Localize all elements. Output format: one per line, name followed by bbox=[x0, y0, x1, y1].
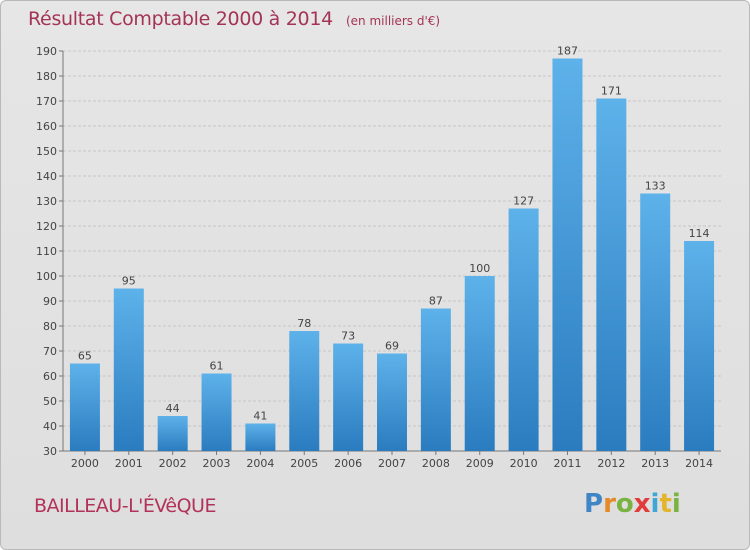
bar-value-label: 73 bbox=[341, 330, 355, 343]
y-tick-label: 80 bbox=[43, 320, 57, 333]
bar bbox=[113, 288, 144, 451]
y-tick-label: 60 bbox=[43, 370, 57, 383]
chart-title: Résultat Comptable 2000 à 2014 bbox=[28, 8, 333, 30]
y-tick-label: 190 bbox=[36, 45, 57, 58]
x-tick-label: 2002 bbox=[159, 457, 187, 470]
bar bbox=[640, 193, 671, 451]
bar bbox=[245, 423, 276, 451]
bar bbox=[157, 416, 188, 451]
bar bbox=[596, 98, 627, 451]
bar bbox=[333, 343, 364, 451]
bar bbox=[69, 363, 100, 451]
bar bbox=[420, 308, 451, 451]
y-tick-label: 170 bbox=[36, 95, 57, 108]
x-tick-label: 2000 bbox=[71, 457, 99, 470]
bar-value-label: 61 bbox=[210, 360, 224, 373]
bar bbox=[377, 353, 407, 451]
bar-value-label: 100 bbox=[469, 262, 490, 275]
bar-value-label: 69 bbox=[385, 340, 399, 353]
y-tick-label: 150 bbox=[36, 145, 57, 158]
x-tick-label: 2011 bbox=[553, 457, 581, 470]
y-tick-label: 90 bbox=[43, 295, 57, 308]
bar-value-label: 114 bbox=[689, 227, 710, 240]
x-tick-label: 2004 bbox=[246, 457, 274, 470]
y-tick-label: 30 bbox=[43, 445, 57, 458]
bar bbox=[464, 276, 495, 451]
bar-value-label: 127 bbox=[513, 195, 534, 208]
x-tick-label: 2012 bbox=[597, 457, 625, 470]
commune-name: BAILLEAU-L'ÉVêQUE bbox=[34, 495, 216, 517]
y-tick-label: 100 bbox=[36, 270, 57, 283]
bar bbox=[201, 373, 232, 451]
y-tick-label: 160 bbox=[36, 120, 57, 133]
x-tick-label: 2006 bbox=[334, 457, 362, 470]
proxiti-logo: Proxiti bbox=[584, 489, 681, 519]
bar-value-label: 87 bbox=[429, 295, 443, 308]
y-tick-label: 140 bbox=[36, 170, 57, 183]
y-tick-label: 40 bbox=[43, 420, 57, 433]
y-tick-label: 120 bbox=[36, 220, 57, 233]
bar bbox=[289, 331, 320, 451]
x-tick-label: 2010 bbox=[510, 457, 538, 470]
title-row: Résultat Comptable 2000 à 2014 (en milli… bbox=[28, 8, 440, 30]
bar-value-label: 44 bbox=[166, 402, 180, 415]
x-tick-label: 2001 bbox=[115, 457, 143, 470]
y-tick-label: 110 bbox=[36, 245, 57, 258]
x-tick-label: 2007 bbox=[378, 457, 406, 470]
bar-value-label: 78 bbox=[297, 317, 311, 330]
bar-value-label: 187 bbox=[557, 45, 578, 58]
x-tick-label: 2005 bbox=[290, 457, 318, 470]
bar bbox=[508, 208, 539, 451]
bar-value-label: 133 bbox=[645, 180, 666, 193]
x-tick-label: 2013 bbox=[641, 457, 669, 470]
bar-value-label: 95 bbox=[122, 275, 136, 288]
x-tick-label: 2014 bbox=[685, 457, 713, 470]
y-tick-label: 70 bbox=[43, 345, 57, 358]
x-tick-label: 2008 bbox=[422, 457, 450, 470]
bar-value-label: 65 bbox=[78, 350, 92, 363]
bar bbox=[684, 241, 715, 451]
y-tick-label: 180 bbox=[36, 70, 57, 83]
chart-subtitle: (en milliers d'€) bbox=[345, 14, 441, 28]
x-tick-label: 2003 bbox=[203, 457, 231, 470]
bar-value-label: 41 bbox=[253, 410, 267, 423]
y-tick-label: 130 bbox=[36, 195, 57, 208]
y-tick-label: 50 bbox=[43, 395, 57, 408]
bar-value-label: 171 bbox=[601, 85, 622, 98]
x-tick-label: 2009 bbox=[466, 457, 494, 470]
bar bbox=[552, 58, 583, 451]
